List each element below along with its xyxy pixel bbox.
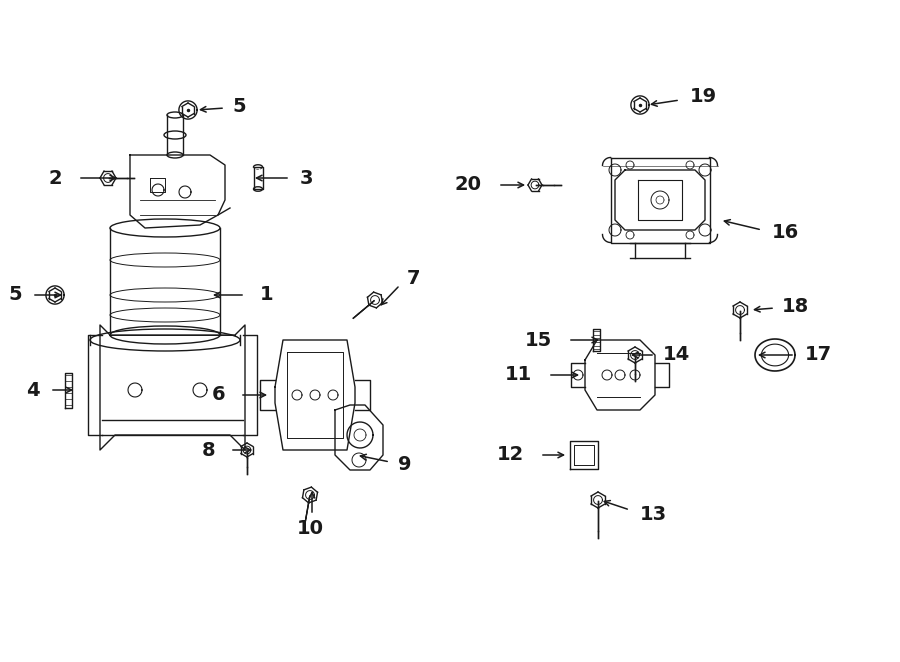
- Text: 16: 16: [772, 222, 799, 242]
- Text: 5: 5: [232, 97, 246, 115]
- Text: 15: 15: [525, 330, 552, 350]
- Text: 20: 20: [455, 175, 482, 195]
- Text: 4: 4: [26, 381, 40, 399]
- Text: 10: 10: [296, 518, 323, 538]
- Text: 5: 5: [8, 285, 22, 305]
- Text: 13: 13: [640, 506, 667, 524]
- Text: 1: 1: [260, 285, 274, 305]
- Text: 19: 19: [690, 87, 717, 107]
- Text: 2: 2: [49, 169, 62, 187]
- Text: 12: 12: [497, 446, 524, 465]
- Text: 3: 3: [300, 169, 313, 187]
- Text: 11: 11: [505, 365, 532, 385]
- Text: 14: 14: [663, 346, 690, 365]
- Text: 7: 7: [407, 269, 420, 287]
- Text: 17: 17: [805, 346, 832, 365]
- Text: 9: 9: [398, 455, 411, 475]
- Text: 18: 18: [782, 297, 809, 316]
- Text: 8: 8: [202, 440, 215, 459]
- Text: 6: 6: [212, 385, 225, 404]
